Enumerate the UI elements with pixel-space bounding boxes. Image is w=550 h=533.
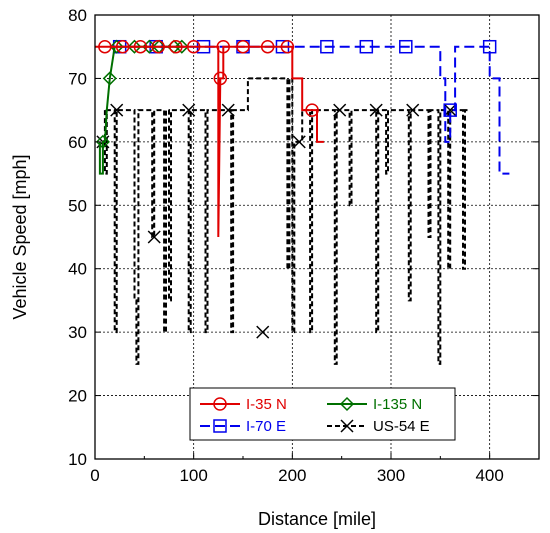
series-marker — [110, 103, 124, 117]
series-marker — [305, 103, 319, 117]
series-marker — [399, 39, 413, 54]
axis-ticks: 0 100 200 300 400 10 20 30 40 50 60 70 80 — [68, 6, 539, 485]
legend-swatch-marker — [339, 396, 355, 412]
series-layer — [95, 39, 510, 365]
x-tick-label: 300 — [377, 466, 405, 485]
series-marker — [115, 39, 130, 54]
series-marker — [169, 39, 183, 54]
series-line — [98, 45, 184, 175]
series-marker — [182, 103, 196, 117]
series-marker — [256, 325, 270, 339]
y-tick-label: 10 — [68, 450, 87, 469]
y-axis-title: Vehicle Speed [mph] — [10, 154, 30, 319]
series-marker — [221, 103, 235, 117]
series-marker — [216, 39, 231, 54]
series-line — [95, 45, 324, 238]
plot-frame — [94, 14, 540, 460]
series-marker — [406, 103, 420, 117]
legend-swatch-marker — [340, 419, 354, 433]
x-tick-label: 0 — [90, 466, 99, 485]
x-tick-label: 400 — [475, 466, 503, 485]
series-line — [103, 77, 470, 365]
series-marker — [443, 103, 457, 117]
series-marker — [213, 71, 228, 86]
series-us-54-e — [96, 77, 470, 365]
legend-swatch-marker — [213, 397, 227, 411]
series-marker — [359, 39, 374, 54]
y-tick-label: 80 — [68, 6, 87, 25]
y-tick-label: 30 — [68, 323, 87, 342]
y-tick-label: 70 — [68, 69, 87, 88]
legend-label: I-35 N — [246, 396, 287, 413]
series-marker — [98, 39, 112, 54]
series-marker — [333, 103, 347, 117]
legend-label: I-70 E — [246, 418, 286, 435]
series-marker — [109, 39, 124, 54]
series-marker — [186, 39, 201, 54]
legend-box — [189, 387, 456, 441]
series-marker — [174, 39, 189, 54]
series-marker — [236, 39, 250, 54]
series-marker — [320, 39, 334, 54]
series-marker — [147, 230, 161, 244]
series-marker — [369, 103, 383, 117]
series-i-35-n — [95, 39, 324, 238]
legend-label: I-135 N — [373, 396, 422, 413]
y-tick-label: 60 — [68, 133, 87, 152]
y-tick-label: 50 — [68, 196, 87, 215]
series-marker — [292, 135, 306, 149]
x-tick-label: 200 — [278, 466, 306, 485]
series-marker — [127, 39, 142, 54]
x-tick-label: 100 — [179, 466, 207, 485]
legend-label: US-54 E — [373, 418, 430, 435]
series-marker — [482, 39, 497, 54]
legend-swatch-marker — [213, 419, 227, 433]
legend: I-35 N I-135 N I-70 E US-54 E — [189, 387, 456, 441]
series-marker — [280, 39, 295, 54]
series-marker — [260, 39, 275, 54]
y-tick-label: 20 — [68, 387, 87, 406]
series-marker — [133, 39, 148, 54]
series-marker — [95, 134, 110, 149]
series-marker — [102, 71, 117, 86]
x-axis-title: Distance [mile] — [258, 509, 376, 529]
series-marker — [151, 39, 165, 54]
y-tick-label: 40 — [68, 260, 87, 279]
series-line — [114, 45, 510, 175]
